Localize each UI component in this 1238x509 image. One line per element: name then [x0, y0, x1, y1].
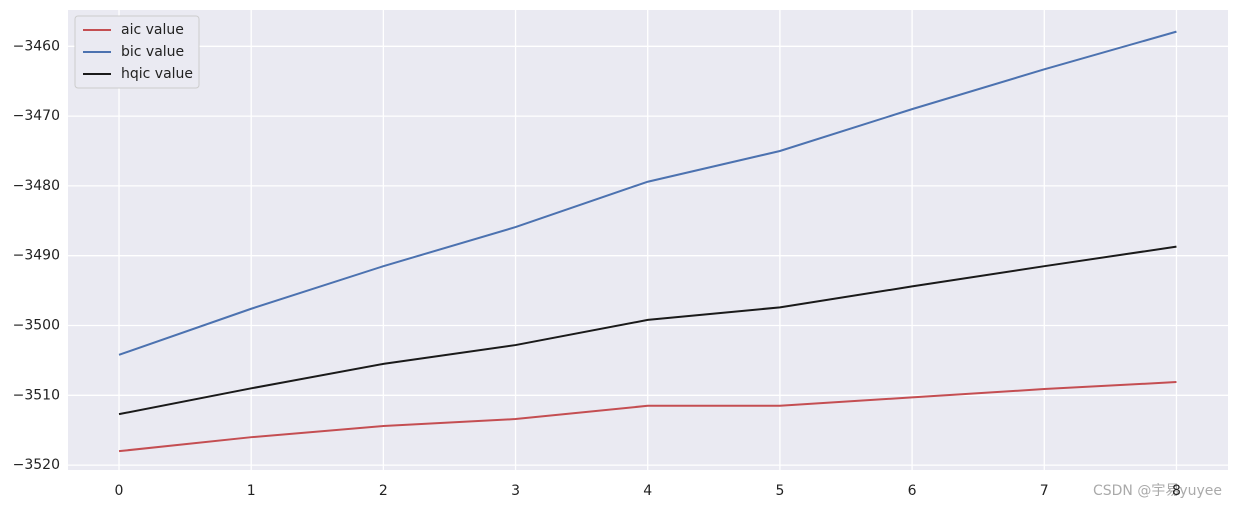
x-tick-label: 8 [1172, 483, 1181, 499]
data-line [118, 30, 1177, 356]
y-tick-label: −3500 [13, 318, 60, 334]
x-tick-label: 5 [775, 483, 784, 499]
legend-label: hqic value [121, 66, 193, 82]
watermark: CSDN @宇易yuyee [1093, 483, 1222, 499]
legend-box [74, 15, 200, 89]
data-line [118, 245, 1177, 416]
x-tick-label: 2 [379, 483, 388, 499]
x-tick-label: 7 [1040, 483, 1049, 499]
y-tick-label: −3480 [13, 178, 60, 194]
y-tick-label: −3520 [13, 457, 60, 473]
legend-label: bic value [121, 44, 184, 60]
y-tick-label: −3460 [13, 38, 60, 54]
x-tick-label: 3 [511, 483, 520, 499]
y-tick-label: −3490 [13, 248, 60, 264]
legend-label: aic value [121, 22, 184, 38]
y-tick-label: −3470 [13, 108, 60, 124]
x-tick-label: 0 [115, 483, 124, 499]
y-tick-label: −3510 [13, 387, 60, 403]
data-line [118, 381, 1177, 453]
x-tick-label: 1 [247, 483, 256, 499]
x-tick-label: 6 [908, 483, 917, 499]
x-tick-label: 4 [643, 483, 652, 499]
